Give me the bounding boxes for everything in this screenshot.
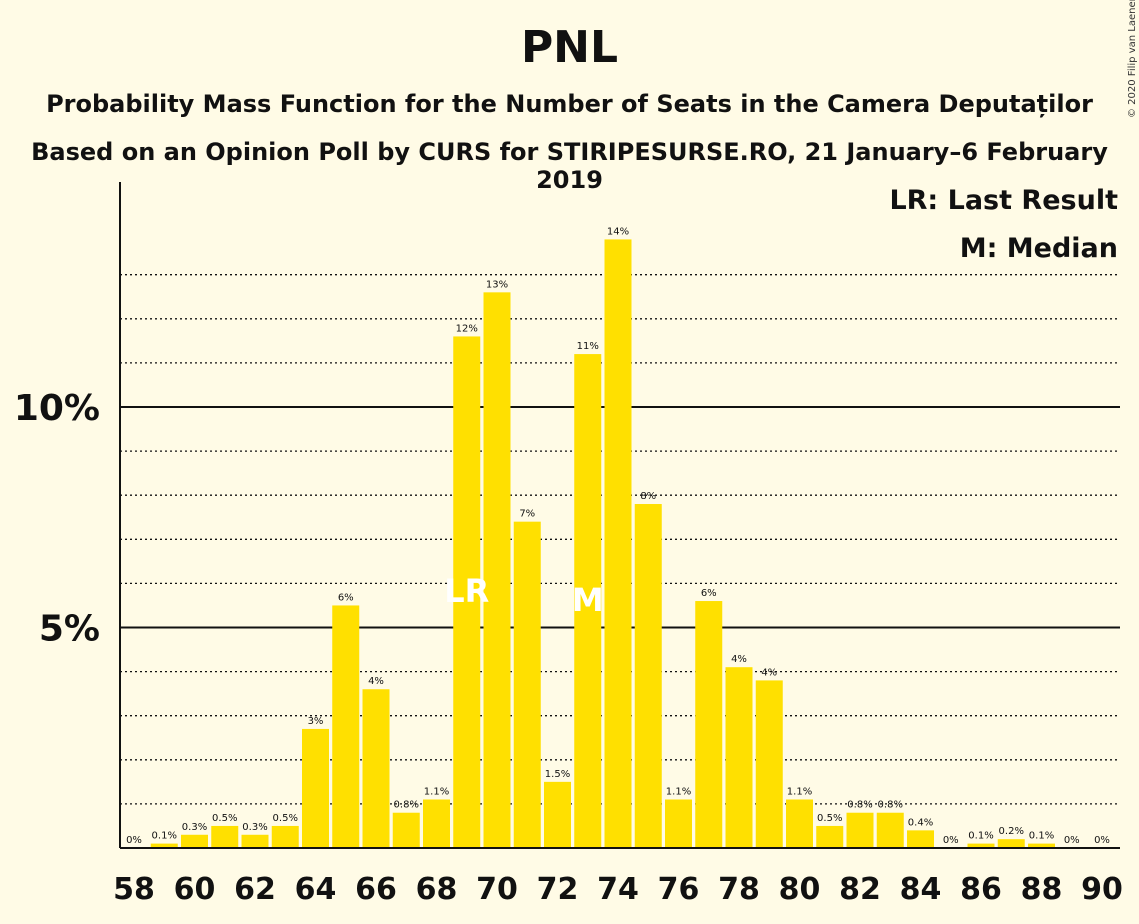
bar-seat-80 (786, 799, 813, 848)
data-label: 0.8% (878, 800, 903, 811)
x-tick-label: 66 (355, 872, 397, 907)
axes: 5% 10% 58 60 62 64 66 68 70 72 74 76 78 80 82 84 86 88 90 (14, 182, 1123, 907)
data-label: 0% (1064, 835, 1080, 846)
x-tick-label: 90 (1081, 872, 1123, 907)
data-label: 0.3% (242, 822, 267, 833)
chart-subtitle: Probability Mass Function for the Number… (46, 90, 1093, 118)
bar-seat-71 (513, 521, 541, 848)
data-label: 13% (486, 279, 508, 290)
data-label: 0.1% (1029, 831, 1054, 842)
data-label: 4% (761, 667, 777, 678)
bar-seat-68 (423, 799, 450, 848)
data-label: 0.3% (182, 822, 207, 833)
legend-median: M: Median (960, 233, 1118, 264)
data-label: 0.5% (817, 813, 842, 824)
data-label: 0% (943, 835, 959, 846)
data-label: 1.1% (666, 786, 691, 797)
data-label: 14% (607, 226, 629, 237)
x-tick-label: 80 (779, 872, 821, 907)
data-label: 0.2% (999, 826, 1024, 837)
bar-seat-59 (150, 843, 178, 848)
bar-seat-65 (332, 605, 360, 848)
data-label: 0.8% (847, 800, 872, 811)
data-labels: 0% 0.1% 0.3% 0.5% 0.3% 0.5% 3% 6% 4% 0.8% 1.1% 12% 1… (126, 226, 1110, 846)
bar-seat-64 (302, 728, 329, 848)
bar-seat-74 (604, 239, 632, 849)
bar-seat-60 (181, 834, 208, 848)
bar-seat-62 (241, 834, 269, 848)
data-label: 0% (1094, 835, 1110, 846)
bar-seat-81 (816, 825, 844, 848)
bar-seat-82 (846, 812, 874, 848)
x-tick-label: 68 (416, 872, 458, 907)
data-label: 12% (456, 323, 478, 334)
bar-seat-72 (544, 781, 571, 848)
bar-seat-83 (876, 812, 904, 848)
data-label: 4% (731, 654, 747, 665)
x-tick-label: 64 (295, 872, 337, 907)
x-tick-label: 84 (900, 872, 942, 907)
legend-last-result: LR: Last Result (889, 185, 1118, 216)
bar-seat-67 (392, 812, 420, 848)
data-label: 1.5% (545, 769, 570, 780)
x-tick-label: 78 (718, 872, 760, 907)
bar-seat-79 (755, 680, 783, 848)
x-tick-label: 76 (658, 872, 700, 907)
bar-seat-87 (997, 839, 1025, 848)
data-label: 1.1% (787, 786, 812, 797)
data-label: 7% (519, 509, 535, 520)
chart-title: PNL (520, 22, 619, 73)
data-label: 6% (701, 588, 717, 599)
bar-seat-84 (907, 830, 934, 848)
bars (150, 239, 1055, 849)
median-marker: M (572, 581, 604, 619)
x-tick-label: 88 (1021, 872, 1063, 907)
x-tick-label: 62 (234, 872, 276, 907)
y-tick-label: 5% (39, 609, 100, 650)
data-label: 0.5% (273, 813, 298, 824)
bar-seat-75 (634, 504, 662, 848)
bar-seat-70 (483, 292, 511, 849)
data-label: 11% (577, 341, 599, 352)
chart-source-note: Based on an Opinion Poll by CURS for STI… (31, 138, 1108, 194)
x-tick-label: 60 (174, 872, 216, 907)
bar-seat-76 (665, 799, 692, 848)
x-tick-label: 82 (839, 872, 881, 907)
bar-seat-73 (574, 354, 602, 848)
x-tick-label: 86 (960, 872, 1002, 907)
data-label: 0.5% (212, 813, 237, 824)
markers: LR M (444, 572, 603, 619)
data-label: 4% (368, 676, 384, 687)
bar-seat-88 (1028, 843, 1055, 848)
data-label: 0% (126, 835, 142, 846)
last-result-marker: LR (444, 572, 489, 610)
x-tick-label: 70 (476, 872, 518, 907)
bar-seat-86 (967, 843, 995, 848)
bar-seat-61 (211, 825, 239, 848)
data-label: 1.1% (424, 786, 449, 797)
x-tick-label: 58 (113, 872, 155, 907)
x-tick-label: 72 (537, 872, 579, 907)
y-tick-label: 10% (14, 388, 100, 429)
data-label: 8% (640, 491, 656, 502)
data-label: 0.8% (394, 800, 419, 811)
data-label: 6% (338, 592, 354, 603)
bar-seat-69 (453, 336, 481, 848)
data-label: 3% (308, 716, 324, 727)
data-label: 0.1% (152, 831, 177, 842)
data-label: 0.1% (968, 831, 993, 842)
bar-seat-78 (725, 667, 753, 848)
data-label: 0.4% (908, 817, 933, 828)
bar-seat-66 (362, 689, 390, 848)
x-tick-label: 74 (597, 872, 639, 907)
bar-seat-63 (271, 825, 299, 848)
bar-seat-77 (695, 601, 723, 848)
